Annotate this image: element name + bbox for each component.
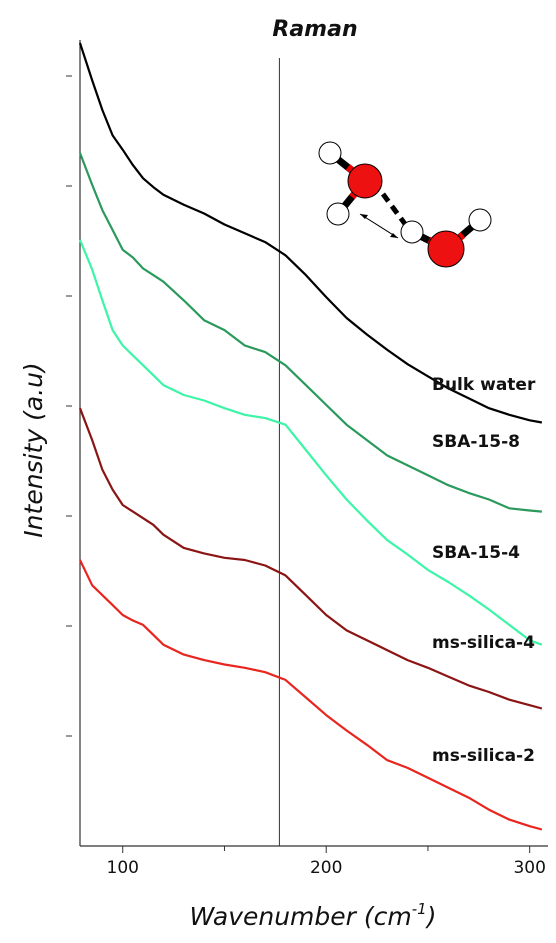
oxygen-atom xyxy=(427,230,465,268)
hydrogen-atom xyxy=(318,141,342,165)
series-label: SBA-15-4 xyxy=(432,543,520,563)
series-label: ms-silica-2 xyxy=(432,746,535,766)
x-axis-label-sup: -1 xyxy=(412,900,427,918)
y-axis-label: Intensity (a.u) xyxy=(19,362,48,537)
hydrogen-atom xyxy=(468,208,492,232)
hydrogen-atom xyxy=(326,202,350,226)
x-tick-label: 200 xyxy=(310,858,342,878)
water-dimer-icon xyxy=(318,141,492,268)
x-axis-label-main: Wavenumber (cm xyxy=(190,902,412,931)
oxygen-atom xyxy=(347,163,383,199)
series-line xyxy=(78,42,543,424)
series-line xyxy=(79,559,543,831)
arrow-heads xyxy=(360,214,398,238)
arrow xyxy=(359,213,399,239)
axes xyxy=(79,40,548,847)
series-label: Bulk water xyxy=(432,375,536,395)
hydrogen-atom xyxy=(400,220,424,244)
x-tick-label: 300 xyxy=(513,858,545,878)
chart-title: Raman xyxy=(272,17,357,42)
x-axis-label-end: ) xyxy=(425,902,437,931)
series-label: SBA-15-8 xyxy=(432,432,520,452)
series-line xyxy=(78,407,543,710)
series-line xyxy=(78,239,543,646)
hydrogen-bond xyxy=(380,192,411,230)
x-axis-label: Wavenumber (cm-1) xyxy=(190,900,437,932)
x-tick-label: 100 xyxy=(107,858,139,878)
series-label: ms-silica-4 xyxy=(432,633,535,653)
series-line xyxy=(78,152,542,513)
